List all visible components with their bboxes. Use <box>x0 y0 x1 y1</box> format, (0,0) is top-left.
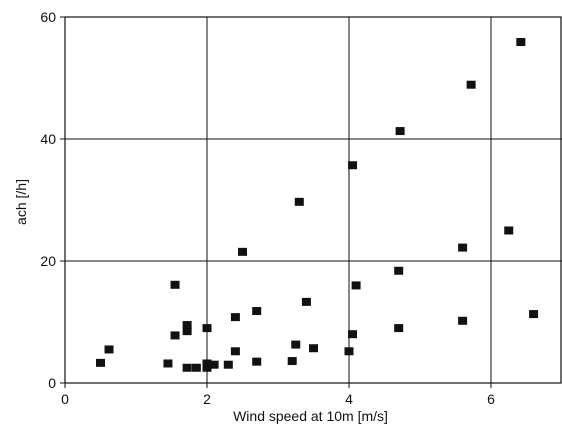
data-point <box>230 313 240 322</box>
data-point <box>202 359 212 368</box>
y-tick-label: 0 <box>48 375 56 391</box>
data-point <box>209 360 219 369</box>
data-point <box>96 358 105 367</box>
data-point <box>395 127 405 136</box>
data-point <box>466 80 476 89</box>
data-point <box>202 363 212 372</box>
data-point <box>516 38 526 47</box>
data-point <box>170 280 180 289</box>
data-point <box>458 316 468 325</box>
data-point <box>182 321 192 330</box>
data-point <box>170 331 180 340</box>
data-point <box>238 247 247 256</box>
data-point <box>301 297 311 306</box>
data-point <box>351 281 361 290</box>
y-tick-label: 60 <box>40 9 56 25</box>
data-point <box>287 357 297 366</box>
x-tick-label: 4 <box>345 391 353 407</box>
data-point <box>182 327 192 336</box>
plot-frame <box>64 16 562 384</box>
data-point <box>529 310 539 319</box>
x-axis-label: Wind speed at 10m [m/s] <box>233 408 388 424</box>
data-point <box>182 363 192 372</box>
x-tick-label: 6 <box>487 391 495 407</box>
x-tick-label: 0 <box>61 391 69 407</box>
data-point <box>309 344 318 353</box>
data-point <box>230 347 240 356</box>
y-tick-label: 40 <box>40 131 56 147</box>
data-point <box>223 360 233 369</box>
data-point <box>344 347 354 356</box>
data-point <box>294 197 304 206</box>
data-point <box>104 345 114 354</box>
y-tick-label: 20 <box>40 253 56 269</box>
data-point <box>348 330 358 339</box>
data-point <box>252 307 262 316</box>
data-point <box>163 359 173 368</box>
data-point <box>348 161 358 170</box>
point-layer <box>96 38 539 372</box>
data-point <box>394 266 404 275</box>
data-point <box>202 324 212 333</box>
data-point <box>504 226 514 235</box>
data-point <box>458 243 468 252</box>
grid-layer <box>65 17 562 383</box>
data-point <box>291 340 301 349</box>
x-tick-label: 2 <box>203 391 211 407</box>
y-axis-label: ach [/h] <box>13 179 29 225</box>
data-point <box>191 363 201 372</box>
data-point <box>394 324 404 333</box>
data-point <box>252 357 262 366</box>
